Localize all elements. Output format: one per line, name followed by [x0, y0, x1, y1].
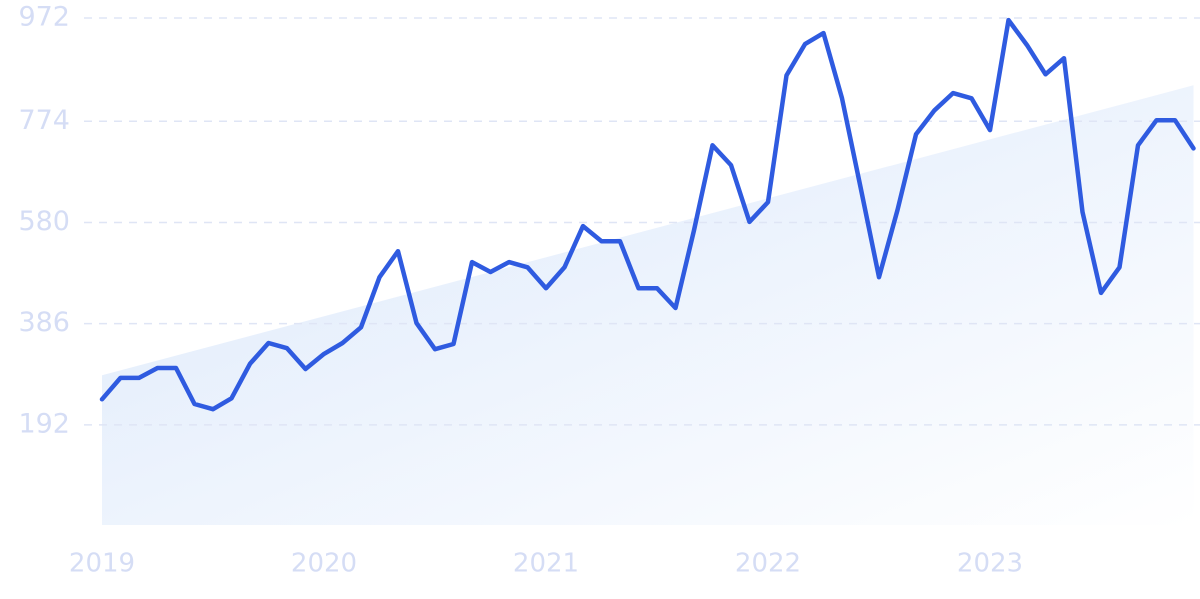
y-tick-label: 386: [18, 307, 70, 338]
y-tick-label: 774: [18, 105, 70, 136]
x-tick-label: 2020: [291, 549, 357, 579]
y-tick-label: 580: [18, 206, 70, 237]
y-tick-label: 972: [18, 2, 70, 33]
x-tick-label: 2022: [735, 549, 801, 579]
x-tick-label: 2023: [957, 549, 1023, 579]
line: [99, 17, 1196, 412]
trend-area: [102, 85, 1194, 525]
x-tick-label: 2021: [513, 549, 579, 579]
y-tick-label: 192: [18, 408, 70, 439]
x-tick-label: 2019: [69, 549, 135, 579]
